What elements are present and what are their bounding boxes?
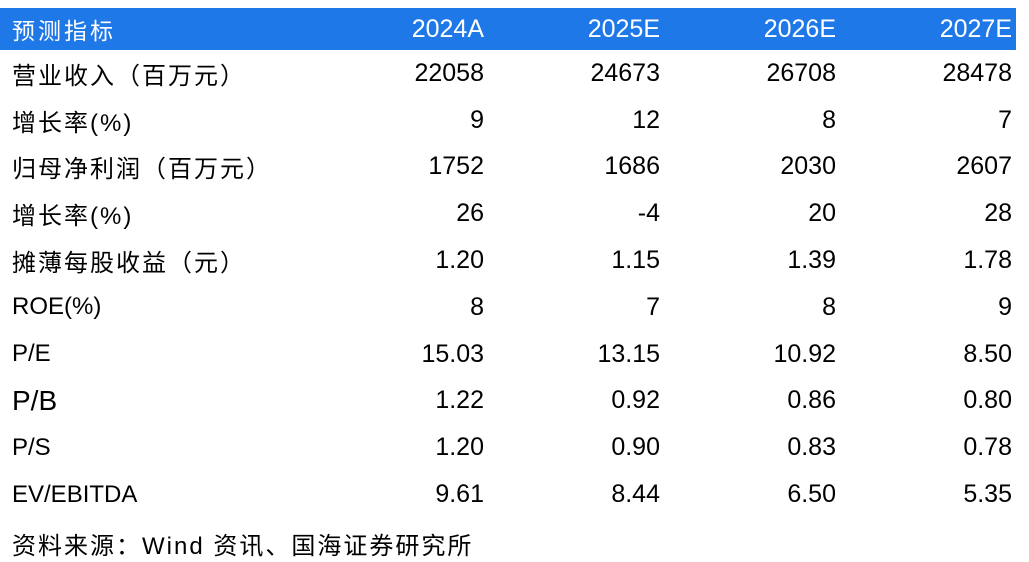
table-cell: 7	[646, 292, 660, 321]
table-row: EV/EBITDA 9.61 8.44 6.50 5.35	[0, 471, 1016, 518]
header-year: 2024A	[411, 14, 484, 43]
table-cell: 26708	[766, 58, 836, 87]
row-label: 增长率(%)	[12, 109, 134, 137]
row-label: P/E	[12, 340, 51, 368]
row-label: EV/EBITDA	[12, 480, 138, 508]
table-cell: 1.78	[963, 246, 1012, 275]
forecast-table: 预测指标 2024A 2025E 2026E 2027E 营业收入（百万元） 2…	[0, 8, 1016, 518]
row-label: P/B	[12, 384, 58, 416]
table-cell: 20	[808, 199, 836, 228]
table-row: 营业收入（百万元） 22058 24673 26708 28478	[0, 50, 1016, 97]
table-cell: 1.20	[435, 246, 484, 275]
table-cell: 9.61	[435, 480, 484, 509]
table-cell: 1.39	[787, 246, 836, 275]
row-label: 营业收入（百万元）	[12, 62, 246, 90]
table-row: ROE(%) 8 7 8 9	[0, 284, 1016, 331]
table-cell: 26	[456, 199, 484, 228]
row-label: P/S	[12, 433, 51, 461]
table-row: 摊薄每股收益（元） 1.20 1.15 1.39 1.78	[0, 237, 1016, 284]
table-cell: 2607	[956, 152, 1012, 181]
header-year: 2026E	[763, 14, 836, 43]
source-note: 资料来源：Wind 资讯、国海证券研究所	[12, 533, 474, 560]
row-label: 增长率(%)	[12, 203, 134, 231]
table-cell: 1686	[604, 152, 660, 181]
table-cell: 28	[984, 199, 1012, 228]
table-cell: 0.78	[963, 433, 1012, 462]
table-row: P/E 15.03 13.15 10.92 8.50	[0, 331, 1016, 378]
table-cell: 0.80	[963, 386, 1012, 415]
table-row: P/S 1.20 0.90 0.83 0.78	[0, 424, 1016, 471]
row-label: 归母净利润（百万元）	[12, 156, 272, 184]
table-cell: 13.15	[597, 339, 660, 368]
header-label: 预测指标	[12, 18, 116, 44]
table-cell: 15.03	[421, 339, 484, 368]
table-cell: 24673	[590, 58, 660, 87]
table-cell: 0.86	[787, 386, 836, 415]
row-label: ROE(%)	[12, 293, 102, 321]
table-row: 归母净利润（百万元） 1752 1686 2030 2607	[0, 144, 1016, 191]
table-cell: 9	[998, 292, 1012, 321]
table-cell: 9	[470, 105, 484, 134]
table-cell: 0.83	[787, 433, 836, 462]
table-cell: 8	[822, 292, 836, 321]
table-cell: 0.90	[611, 433, 660, 462]
table-cell: 12	[632, 105, 660, 134]
table-cell: 2030	[780, 152, 836, 181]
table-cell: -4	[637, 199, 660, 228]
table-cell: 8	[822, 105, 836, 134]
table-cell: 5.35	[963, 480, 1012, 509]
table-header: 预测指标 2024A 2025E 2026E 2027E	[0, 8, 1016, 50]
table-cell: 8.44	[611, 480, 660, 509]
header-year: 2027E	[939, 14, 1012, 43]
table-cell: 28478	[942, 58, 1012, 87]
table-cell: 8	[470, 292, 484, 321]
table-cell: 22058	[414, 58, 484, 87]
table-cell: 0.92	[611, 386, 660, 415]
row-label: 摊薄每股收益（元）	[12, 250, 246, 278]
table-cell: 6.50	[787, 480, 836, 509]
table-row: P/B 1.22 0.92 0.86 0.80	[0, 378, 1016, 425]
table-cell: 7	[998, 105, 1012, 134]
table-cell: 1752	[428, 152, 484, 181]
table-cell: 1.22	[435, 386, 484, 415]
table-cell: 1.15	[611, 246, 660, 275]
header-year: 2025E	[587, 14, 660, 43]
table-row: 增长率(%) 26 -4 20 28	[0, 190, 1016, 237]
table-cell: 1.20	[435, 433, 484, 462]
table-row: 增长率(%) 9 12 8 7	[0, 97, 1016, 144]
table-cell: 8.50	[963, 339, 1012, 368]
table-cell: 10.92	[773, 339, 836, 368]
